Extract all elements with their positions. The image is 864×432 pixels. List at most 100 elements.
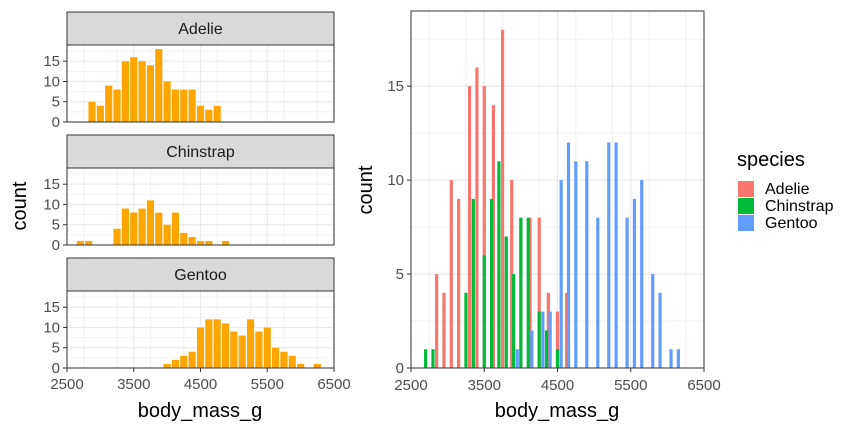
- facet-histogram-bar: [188, 351, 196, 368]
- histogram-bar-adelie: [528, 217, 532, 368]
- facet-y-tick-label: 15: [43, 53, 60, 70]
- facet-panel-adelie: Adelie 0 5 10 15: [43, 11, 335, 131]
- facet-plot-area: 0 5 10 15: [43, 290, 335, 377]
- histogram-bar-gentoo: [658, 292, 662, 368]
- facet-histogram-bar: [155, 49, 163, 123]
- facet-histogram-bar: [297, 363, 305, 368]
- histogram-bar-chinstrap: [526, 217, 530, 368]
- facet-histogram-bar: [313, 363, 321, 368]
- main-x-tick-label: 6500: [687, 377, 720, 394]
- facet-x-tick-label: 4500: [184, 376, 217, 393]
- facet-y-tick-label: 10: [43, 73, 60, 90]
- facet-histogram-bar: [76, 240, 84, 245]
- legend-swatch: [738, 215, 754, 231]
- facet-strip-label: Chinstrap: [166, 144, 235, 161]
- facet-histogram-bar: [255, 331, 263, 368]
- facet-histogram-bar: [88, 101, 96, 122]
- histogram-bar-chinstrap: [504, 236, 508, 368]
- facet-histogram-bar: [138, 208, 146, 245]
- histogram-bar-adelie: [449, 180, 453, 368]
- main-y-tick-label: 15: [387, 78, 404, 95]
- histogram-bar-chinstrap: [519, 217, 523, 368]
- facet-panel-border: [66, 44, 335, 123]
- histogram-bar-chinstrap: [424, 349, 428, 368]
- facet-strip-background: [66, 11, 335, 46]
- facet-panel-chinstrap: Chinstrap 0 5 10 15: [43, 134, 335, 254]
- facet-x-axis-title: body_mass_g: [138, 400, 263, 422]
- facet-histogram-bar: [163, 81, 171, 122]
- facet-y-axis-title: count: [9, 181, 31, 230]
- facet-histogram-bar: [196, 105, 205, 122]
- histogram-bar-chinstrap: [511, 274, 516, 368]
- facet-x-tick-label: 5500: [251, 376, 284, 393]
- facet-histogram-bar: [180, 355, 188, 368]
- histogram-bar-gentoo: [559, 180, 563, 368]
- facet-histogram-bar: [246, 319, 255, 368]
- histogram-bar-adelie: [457, 198, 461, 368]
- histogram-bar-chinstrap: [555, 349, 560, 368]
- histogram-bar-adelie: [546, 292, 550, 368]
- facet-panel-border: [66, 167, 335, 246]
- facet-histogram-bar: [205, 109, 213, 122]
- facet-histogram-bar: [213, 105, 221, 122]
- facet-histogram-bar: [288, 355, 296, 368]
- facet-histogram-bar: [171, 89, 180, 122]
- facet-plot-area: 0 5 10 15: [43, 167, 335, 254]
- histogram-bar-chinstrap: [537, 311, 541, 368]
- histogram-bar-chinstrap: [544, 330, 549, 368]
- histogram-bar-gentoo: [625, 217, 629, 368]
- histogram-bar-gentoo: [669, 349, 673, 368]
- legend-item-chinstrap: Chinstrap: [738, 198, 834, 215]
- facet-histogram-bar: [238, 335, 246, 368]
- facet-y-tick-label: 5: [52, 217, 60, 234]
- histogram-bar-gentoo: [574, 161, 578, 368]
- facet-histogram-bar: [196, 327, 205, 368]
- histogram-bar-chinstrap: [497, 161, 501, 368]
- histogram-bar-chinstrap: [471, 198, 475, 368]
- facet-histogram-bar: [113, 89, 121, 122]
- facet-histogram-bar: [105, 85, 113, 122]
- facet-histogram-bar: [121, 61, 129, 122]
- facet-y-tick-label: 0: [52, 237, 60, 254]
- facet-histogram-bar: [146, 65, 155, 122]
- facet-strip-label: Gentoo: [174, 267, 227, 284]
- main-x-tick-label: 4500: [541, 377, 574, 394]
- facet-y-tick-label: 5: [52, 340, 60, 357]
- facet-histogram-bar: [113, 228, 121, 245]
- facet-histogram-bar: [188, 236, 196, 245]
- histogram-bar-adelie: [475, 67, 479, 369]
- legend-label: Gentoo: [765, 215, 818, 232]
- facet-histogram-bar: [188, 89, 196, 122]
- legend-title: species: [737, 149, 805, 171]
- histogram-bar-gentoo: [515, 349, 519, 368]
- main-panel-border: [410, 10, 705, 369]
- facet-histogram-bar: [196, 240, 205, 245]
- facet-histogram-bar: [205, 319, 213, 368]
- facet-histogram-bar: [130, 57, 138, 122]
- facet-x-tick-label: 6500: [317, 376, 350, 393]
- histogram-bar-adelie: [491, 104, 496, 369]
- facet-y-tick-label: 10: [43, 196, 60, 213]
- histogram-bar-adelie: [565, 292, 569, 368]
- facet-histogram-bar: [121, 208, 129, 245]
- facet-histogram-bar: [155, 212, 163, 245]
- histogram-bar-gentoo: [541, 311, 545, 368]
- dodged-histogram-panel: 2500 3500 4500 5500 6500 0 5 10 15: [387, 10, 721, 394]
- histogram-bar-adelie: [468, 86, 472, 368]
- series-gentoo: [515, 142, 680, 368]
- facet-histogram-bar: [138, 61, 146, 122]
- histogram-bar-adelie: [442, 292, 446, 368]
- facet-histogram-bar: [85, 240, 93, 245]
- legend-item-adelie: Adelie: [738, 181, 810, 198]
- legend-label: Chinstrap: [765, 198, 834, 215]
- histogram-bar-adelie: [435, 274, 439, 368]
- facet-histogram-bar: [171, 359, 180, 368]
- facet-y-tick-label: 5: [52, 94, 60, 111]
- legend-label: Adelie: [765, 181, 810, 198]
- facet-y-tick-label: 15: [43, 299, 60, 316]
- histogram-bar-chinstrap: [489, 198, 494, 368]
- facet-histogram-bar: [171, 212, 180, 245]
- histogram-bar-adelie: [482, 86, 486, 368]
